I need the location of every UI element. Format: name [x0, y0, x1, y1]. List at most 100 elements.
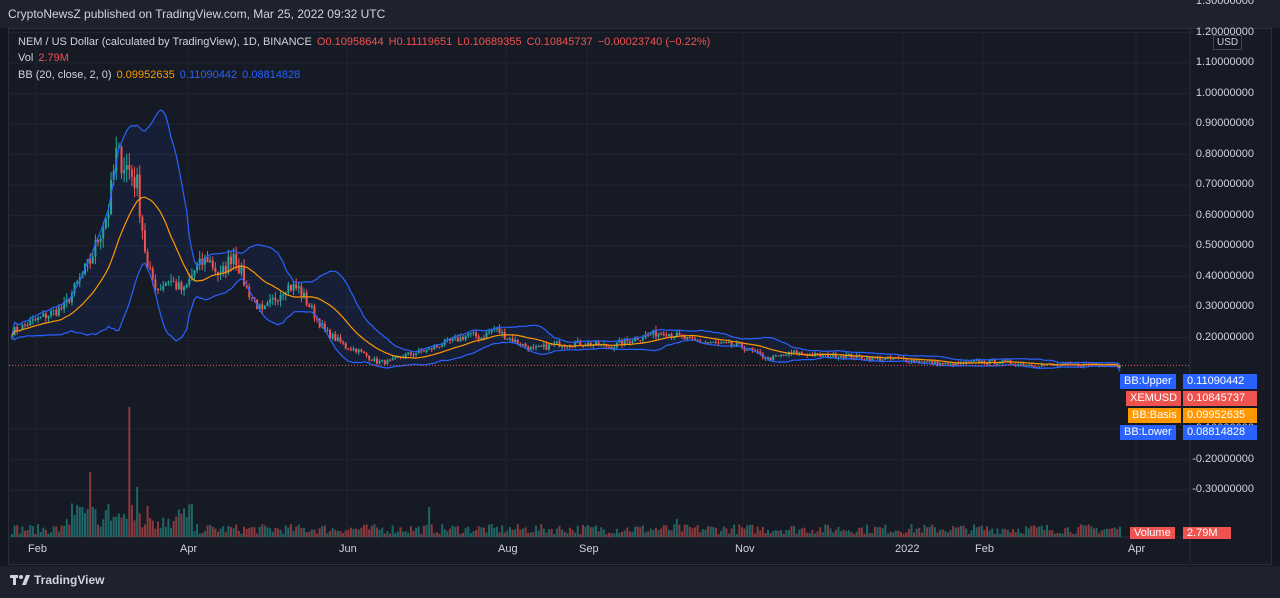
volume-bar	[326, 533, 329, 537]
volume-bar	[448, 528, 451, 537]
candle-body	[104, 218, 107, 229]
candle-body	[561, 345, 564, 347]
volume-bar	[785, 530, 788, 537]
candle-body	[952, 363, 955, 367]
currency-button[interactable]: USD	[1213, 35, 1243, 50]
volume-bar	[52, 526, 55, 537]
volume-bar	[240, 533, 243, 537]
candle-body	[691, 337, 694, 339]
publisher-bar: CryptoNewsZ published on TradingView.com…	[0, 0, 1280, 28]
candle-body	[250, 297, 253, 299]
volume-bar	[274, 527, 277, 537]
candle-body	[795, 350, 798, 355]
volume-bar	[185, 517, 188, 537]
candle-body	[555, 341, 558, 344]
x-tick-label: Nov	[735, 543, 755, 555]
volume-bar	[959, 525, 962, 537]
volume-bar	[644, 532, 647, 537]
volume-bar	[362, 525, 365, 537]
volume-bar	[970, 530, 973, 537]
volume-bar	[782, 533, 785, 537]
volume-bar	[521, 528, 524, 537]
tag-bb-upper-label: BB:Upper	[1120, 374, 1176, 389]
candle-body	[910, 359, 913, 363]
volume-bar	[991, 528, 994, 537]
volume-bar	[868, 533, 871, 537]
volume-bar	[183, 508, 186, 537]
volume-bar	[999, 533, 1002, 537]
chart-frame[interactable]	[8, 28, 1272, 565]
volume-bar	[913, 532, 916, 537]
tradingview-logo[interactable]: TradingView	[10, 573, 104, 587]
y-tick-label: -0.30000000	[1192, 483, 1254, 495]
volume-bar	[245, 528, 248, 537]
volume-bar	[602, 529, 605, 537]
volume-bar	[110, 520, 113, 537]
volume-bar	[691, 528, 694, 537]
candle-body	[464, 335, 467, 340]
candle-body	[550, 344, 553, 346]
volume-bar	[13, 525, 16, 537]
x-tick-label: Apr	[180, 543, 198, 555]
volume-bar	[177, 509, 180, 537]
candle-body	[342, 342, 345, 344]
volume-bar	[508, 527, 511, 537]
candle-body	[24, 324, 27, 326]
volume-bar	[349, 527, 352, 537]
candle-body	[881, 359, 884, 361]
y-tick-label: -0.20000000	[1192, 452, 1254, 465]
candle-body	[417, 349, 420, 354]
y-tick-label: 1.10000000	[1195, 56, 1254, 68]
candle-body	[375, 358, 378, 364]
volume-bar	[660, 528, 663, 537]
volume-bar	[289, 524, 292, 537]
volume-bar	[527, 532, 530, 537]
volume-bar	[894, 530, 897, 537]
volume-bar	[389, 533, 392, 537]
volume-bar	[329, 530, 332, 537]
volume-bar	[472, 531, 475, 537]
volume-bar	[1006, 530, 1009, 537]
candle-body	[800, 352, 803, 355]
candle-body	[279, 294, 282, 301]
candle-body	[696, 340, 699, 342]
volume-bar	[1092, 528, 1095, 537]
candle-body	[678, 332, 681, 335]
candle-body	[498, 328, 501, 334]
candle-body	[490, 329, 493, 332]
volume-bar	[222, 526, 225, 537]
candle-body	[834, 353, 837, 359]
candle-body	[717, 342, 720, 344]
candle-body	[263, 305, 266, 310]
volume-bar	[417, 526, 420, 537]
volume-bar	[806, 532, 809, 537]
volume-bar	[89, 472, 92, 537]
volume-bar	[738, 524, 741, 537]
candle-body	[1038, 366, 1041, 368]
volume-bar	[793, 525, 796, 537]
candle-body	[949, 363, 952, 365]
volume-bar	[657, 529, 660, 537]
volume-bar	[435, 532, 438, 537]
candle-body	[501, 331, 504, 334]
volume-bar	[694, 527, 697, 537]
volume-bar	[347, 529, 350, 537]
volume-bar	[459, 533, 462, 537]
candle-body	[941, 362, 944, 365]
volume-bar	[1038, 526, 1041, 537]
candle-body	[986, 363, 989, 365]
volume-bar	[115, 516, 118, 537]
candle-body	[73, 283, 76, 294]
volume-bar	[798, 529, 801, 537]
candle-body	[94, 240, 97, 257]
candle-body	[816, 353, 819, 355]
candle-body	[967, 361, 970, 363]
volume-bar	[216, 531, 219, 537]
volume-bar	[641, 525, 644, 537]
volume-bar	[370, 525, 373, 537]
volume-bar	[1074, 533, 1077, 537]
volume-bar	[310, 529, 313, 537]
volume-bar	[420, 533, 423, 537]
volume-bar	[446, 531, 449, 537]
